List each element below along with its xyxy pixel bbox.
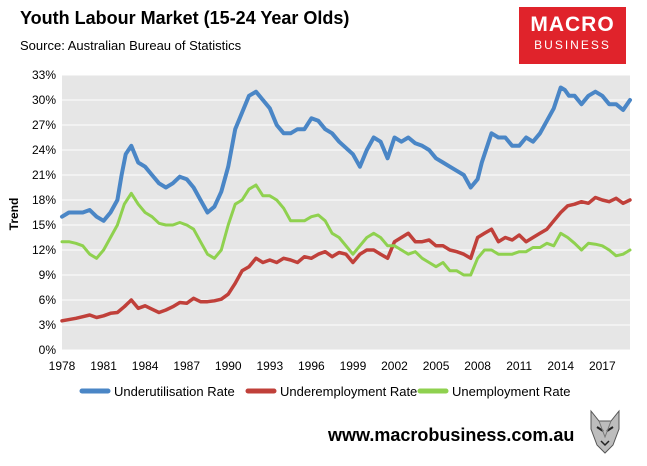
y-tick-label: 24% [32, 143, 56, 157]
y-tick-label: 21% [32, 168, 56, 182]
footer-url: www.macrobusiness.com.au [328, 425, 575, 445]
series-line-1 [60, 195, 632, 323]
x-tick-label: 2005 [423, 359, 450, 373]
chart-title: Youth Labour Market (15-24 Year Olds) [20, 8, 350, 28]
x-tick-label: 2017 [589, 359, 616, 373]
macrobusiness-logo: MACRO BUSINESS [519, 7, 626, 64]
x-tick-label: 2002 [381, 359, 408, 373]
y-tick-label: 0% [39, 343, 57, 357]
logo-line1: MACRO [530, 13, 615, 36]
y-tick-label: 3% [39, 318, 57, 332]
y-tick-label: 27% [32, 118, 56, 132]
chart-subtitle: Source: Australian Bureau of Statistics [20, 38, 242, 53]
x-tick-label: 1993 [256, 359, 283, 373]
x-tick-label: 1990 [215, 359, 242, 373]
y-tick-label: 6% [39, 293, 57, 307]
x-tick-label: 1987 [173, 359, 200, 373]
x-tick-label: 1999 [340, 359, 367, 373]
gridlines [62, 74, 630, 351]
y-tick-label: 15% [32, 218, 56, 232]
x-tick-label: 1984 [132, 359, 159, 373]
x-tick-label: 2011 [506, 359, 532, 373]
x-axis-ticks: 1978 1981 1984 1987 1990 1993 1996 1999 2002 2005… [49, 359, 616, 373]
wolf-mascot-icon [585, 407, 625, 455]
y-axis-ticks: 0% 3% 6% 9% 12% 15% 18% 21% 24% 27% 30% 33% [32, 68, 56, 357]
logo-line2: BUSINESS [534, 38, 611, 52]
chart-legend: Underutilisation Rate Underemployment Rat… [79, 384, 571, 399]
y-tick-label: 18% [32, 193, 56, 207]
legend-label: Unemployment Rate [452, 384, 571, 399]
x-tick-label: 2008 [464, 359, 491, 373]
x-tick-label: 1981 [90, 359, 117, 373]
x-tick-label: 1996 [298, 359, 325, 373]
series-line-2 [60, 183, 632, 277]
legend-label: Underemployment Rate [280, 384, 417, 399]
legend-label: Underutilisation Rate [114, 384, 235, 399]
plot-area [62, 75, 630, 350]
series-line-0 [60, 85, 632, 223]
y-axis-label: Trend [7, 198, 21, 231]
x-tick-label: 2014 [547, 359, 574, 373]
y-tick-label: 9% [39, 268, 57, 282]
y-tick-label: 12% [32, 243, 56, 257]
y-tick-label: 30% [32, 93, 56, 107]
series-lines [60, 85, 632, 323]
y-tick-label: 33% [32, 68, 56, 82]
x-tick-label: 1978 [49, 359, 76, 373]
